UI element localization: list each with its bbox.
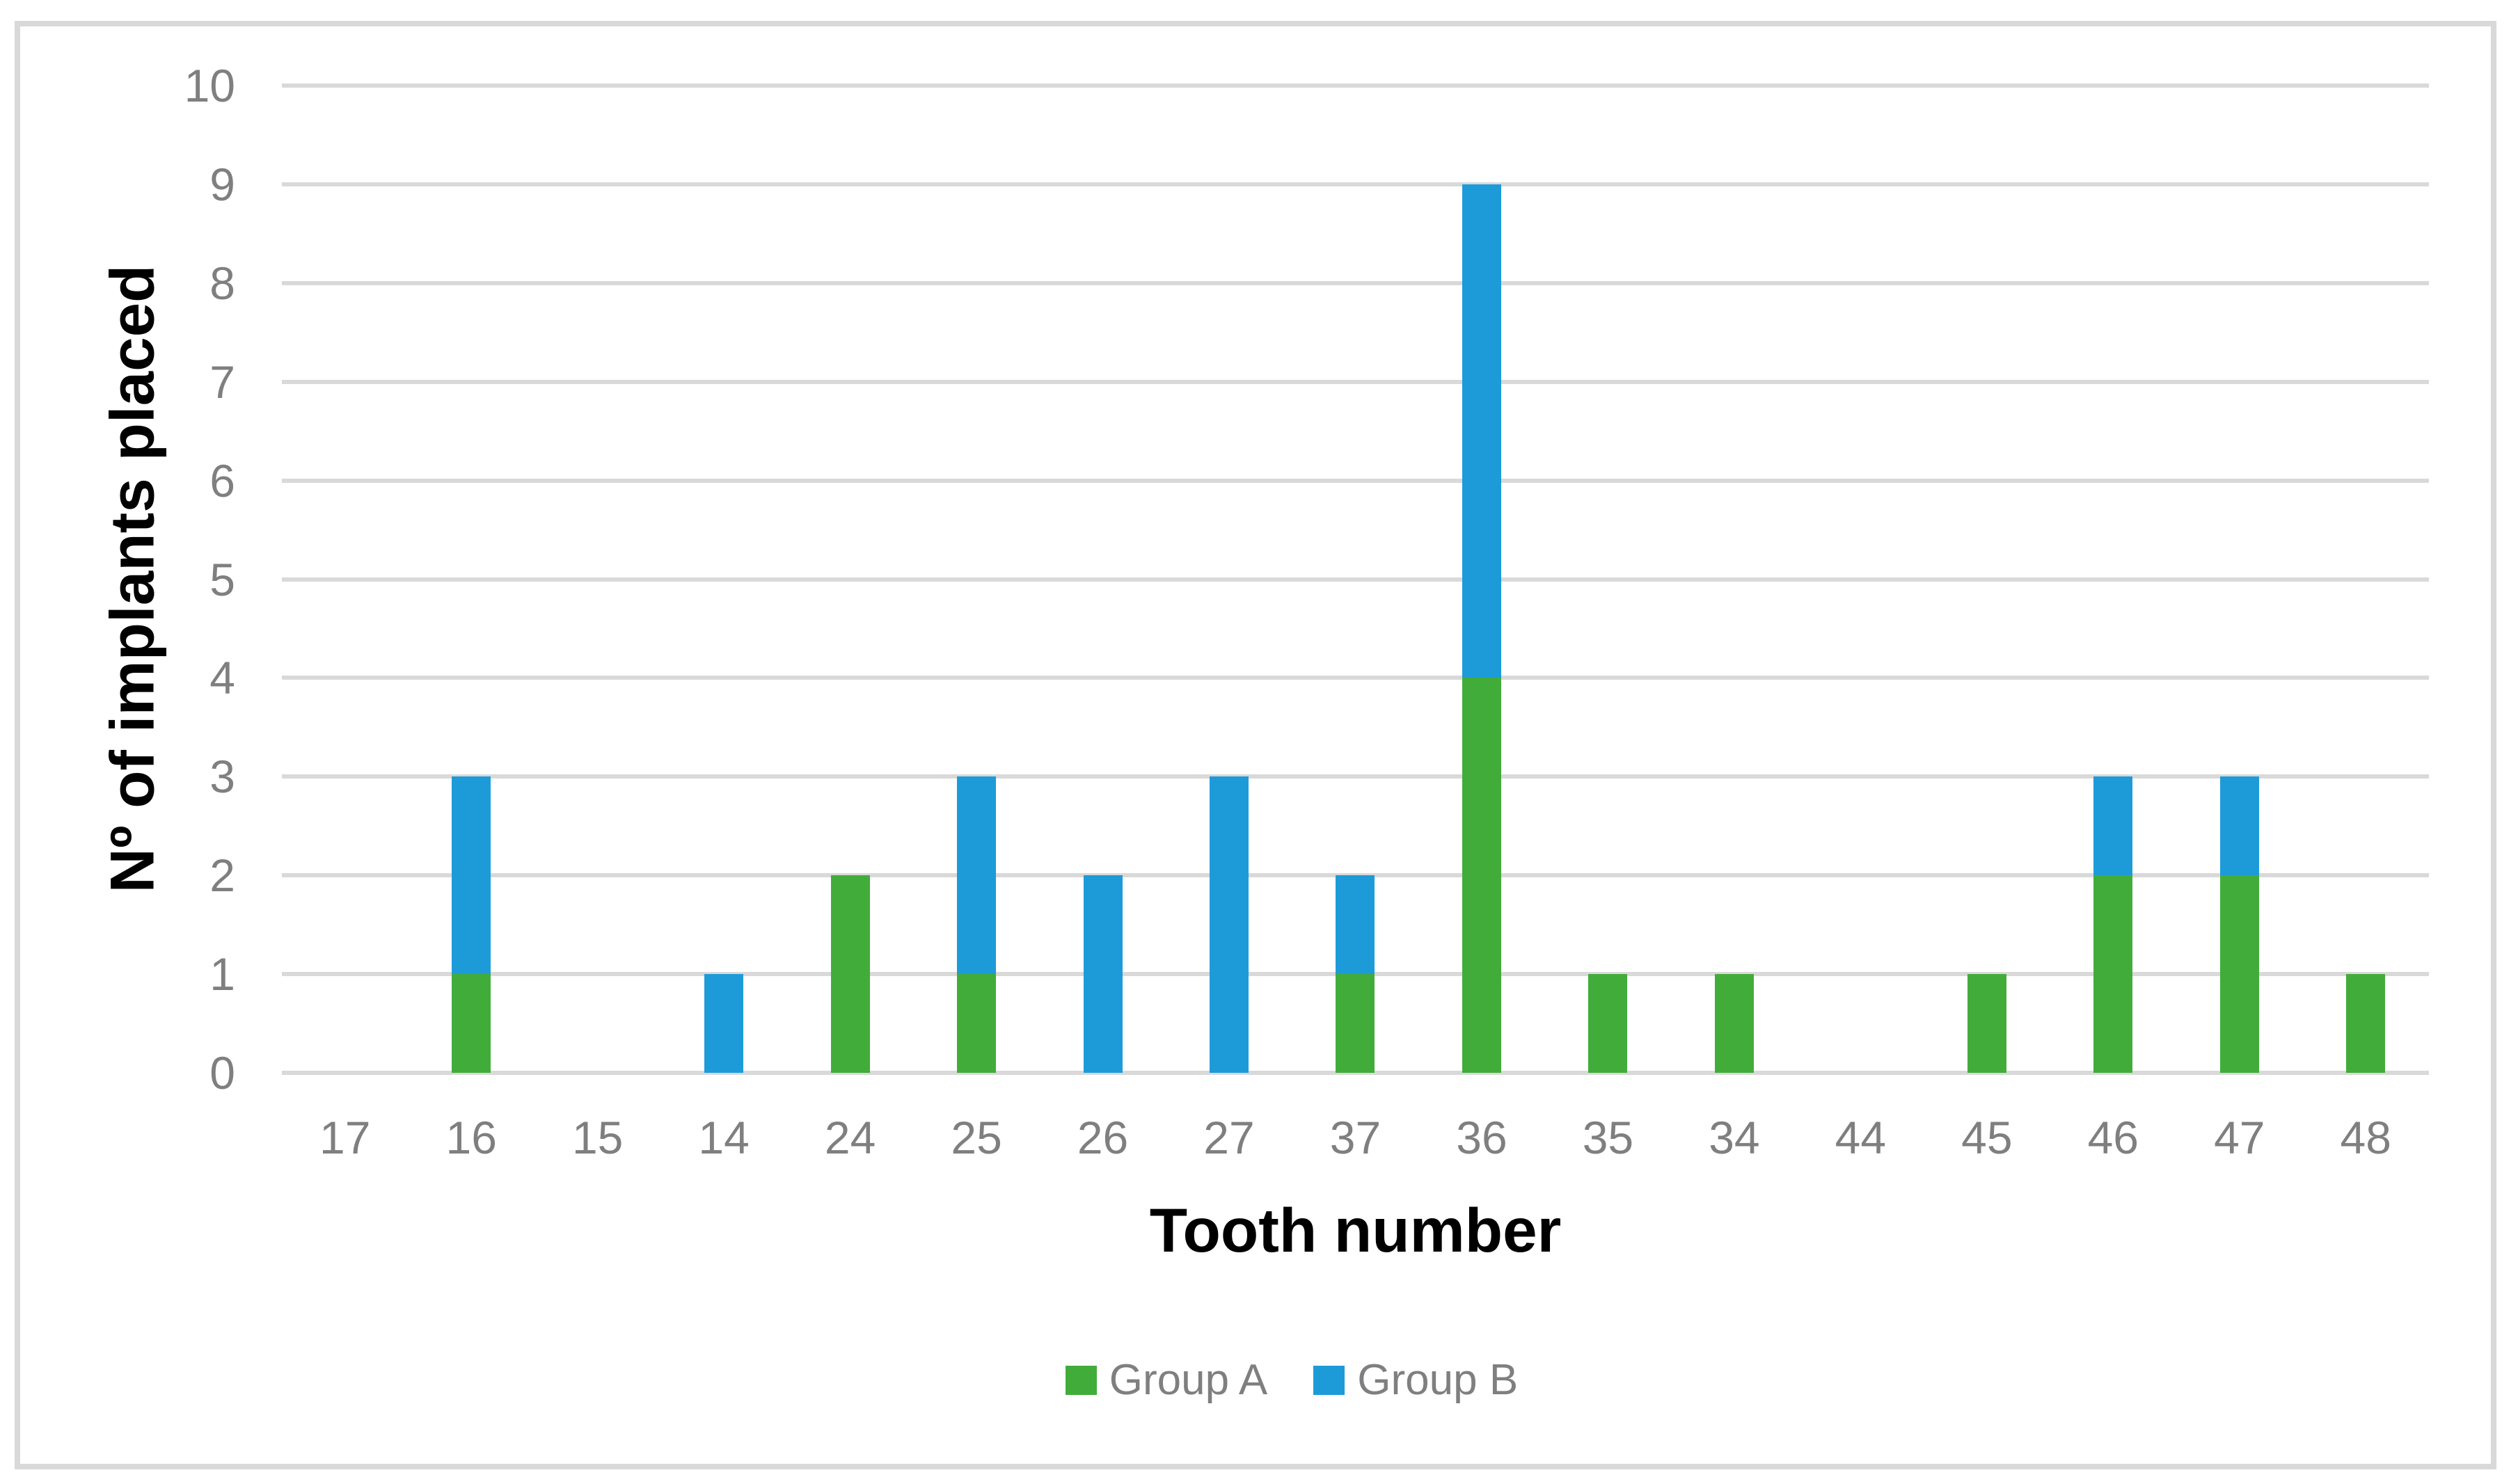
plot-area [282, 83, 2429, 1075]
x-tick-label: 44 [1835, 1112, 1887, 1163]
bar-segment-group-b [452, 776, 491, 975]
y-axis-title: Nº of implants placed [97, 264, 167, 893]
y-tick-label: 8 [209, 257, 235, 309]
bar-segment-group-a [830, 875, 870, 1073]
bar-segment-group-a [2093, 875, 2133, 1073]
bar-segment-group-b [1083, 875, 1123, 1073]
bar-tooth-15 [535, 86, 660, 1073]
bar-tooth-16 [408, 86, 534, 1073]
y-tick-label: 10 [184, 60, 235, 111]
figure-frame [15, 21, 2496, 1469]
x-tick-label: 35 [1582, 1112, 1634, 1163]
x-tick-label: 34 [1709, 1112, 1760, 1163]
bar-segment-group-b [957, 776, 997, 975]
bar-tooth-37 [1292, 86, 1418, 1073]
bar-tooth-35 [1545, 86, 1671, 1073]
bar-tooth-45 [1924, 86, 2050, 1073]
x-tick-label: 47 [2214, 1112, 2265, 1163]
y-tick-label: 3 [209, 751, 235, 803]
x-axis-title: Tooth number [1149, 1195, 1562, 1265]
y-tick-label: 2 [209, 849, 235, 902]
gridline [282, 478, 2429, 483]
y-axis-tick-labels: 0 1 2 3 4 5 6 7 8 9 10 [0, 63, 235, 1096]
x-tick-label: 15 [571, 1112, 624, 1163]
bar-tooth-46 [2050, 86, 2176, 1073]
bar-tooth-47 [2176, 86, 2302, 1073]
bar-tooth-34 [1671, 86, 1797, 1073]
bar-segment-group-a [2219, 875, 2259, 1073]
bar-segment-group-a [1588, 974, 1628, 1073]
legend: Group A Group B [65, 1359, 2518, 1402]
gridline [282, 676, 2429, 680]
y-tick-label: 6 [209, 454, 235, 506]
x-tick-label: 24 [824, 1112, 876, 1163]
legend-item-group-b: Group B [1313, 1359, 1518, 1402]
gridline [282, 182, 2429, 186]
bar-tooth-14 [660, 86, 786, 1073]
bar-segment-group-b [704, 974, 744, 1073]
y-tick-label: 0 [209, 1047, 235, 1099]
bar-tooth-44 [1798, 86, 1924, 1073]
bar-tooth-36 [1418, 86, 1544, 1073]
gridline [282, 577, 2429, 582]
bar-segment-group-a [1336, 974, 1375, 1073]
bar-segment-group-a [957, 974, 997, 1073]
gridline [282, 379, 2429, 384]
bar-segment-group-b [1336, 875, 1375, 975]
x-tick-label: 36 [1456, 1112, 1507, 1163]
bar-segment-group-b [1462, 184, 1501, 678]
x-tick-label: 27 [1203, 1112, 1255, 1163]
bar-tooth-48 [2303, 86, 2429, 1073]
gridline [282, 83, 2429, 88]
y-tick-label: 7 [209, 356, 235, 408]
bar-tooth-26 [1040, 86, 1166, 1073]
bar-segment-group-a [1462, 678, 1501, 1073]
legend-label-group-b: Group B [1357, 1356, 1519, 1404]
x-tick-label: 45 [1961, 1112, 2013, 1163]
y-tick-label: 1 [209, 948, 235, 1000]
y-tick-label: 9 [209, 158, 235, 210]
x-tick-label: 25 [951, 1112, 1002, 1163]
legend-swatch-group-b-icon [1313, 1366, 1345, 1395]
bar-segment-group-a [452, 974, 491, 1073]
bar-tooth-17 [282, 86, 408, 1073]
bars-layer [282, 86, 2429, 1073]
bar-tooth-24 [787, 86, 913, 1073]
gridline [282, 1071, 2429, 1075]
x-tick-label: 26 [1077, 1112, 1129, 1163]
legend-item-group-a: Group A [1065, 1356, 1268, 1404]
legend-label-group-a: Group A [1109, 1356, 1268, 1404]
bar-tooth-25 [913, 86, 1039, 1073]
bar-segment-group-a [2346, 974, 2386, 1073]
x-tick-label: 14 [698, 1112, 750, 1163]
y-tick-label: 5 [209, 553, 235, 605]
bar-segment-group-a [1714, 974, 1754, 1073]
x-axis-tick-labels: 17 16 15 14 24 25 26 27 37 36 35 34 44 45 46 47 48 [282, 1115, 2429, 1163]
gridline [282, 280, 2429, 285]
x-tick-label: 17 [319, 1112, 371, 1163]
bar-segment-group-a [1967, 974, 2006, 1073]
gridline [282, 873, 2429, 878]
x-tick-label: 16 [445, 1112, 497, 1163]
bar-segment-group-b [2093, 776, 2133, 876]
x-tick-label: 46 [2087, 1112, 2139, 1163]
legend-swatch-group-a-icon [1065, 1366, 1097, 1395]
x-tick-label: 48 [2340, 1112, 2391, 1163]
bar-segment-group-b [2219, 776, 2259, 876]
y-tick-label: 4 [209, 652, 235, 704]
bar-tooth-27 [1166, 86, 1292, 1073]
x-tick-label: 37 [1329, 1112, 1381, 1163]
gridline [282, 774, 2429, 779]
bar-segment-group-b [1210, 776, 1249, 1073]
